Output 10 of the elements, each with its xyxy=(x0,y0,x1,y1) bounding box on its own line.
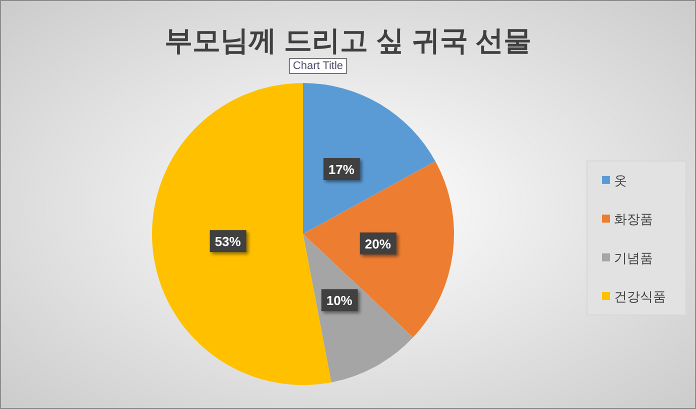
data-label: 10% xyxy=(326,293,353,308)
chart-title: 부모님께 드리고 싶 귀국 선물 xyxy=(164,25,532,56)
data-label: 17% xyxy=(328,162,355,178)
legend-label: 옷 xyxy=(614,172,627,188)
text: Chart Title xyxy=(292,60,344,72)
legend-label: 화장품 xyxy=(614,212,653,227)
legend-label: 건강식품 xyxy=(614,289,666,304)
data-label: 53% xyxy=(214,234,242,250)
data-label: 20% xyxy=(364,236,392,252)
legend-label: 기념품 xyxy=(614,250,653,266)
